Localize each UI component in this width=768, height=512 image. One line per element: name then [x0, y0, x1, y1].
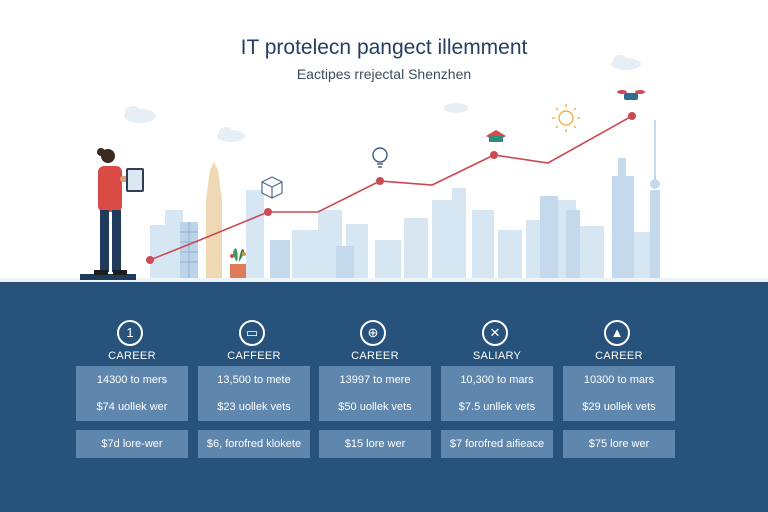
column-label: CAREER	[595, 350, 643, 362]
skyline-front	[180, 120, 660, 280]
column-label: CAREER	[108, 350, 156, 362]
cloud-icon	[611, 55, 641, 70]
cloud-icon	[124, 106, 156, 123]
skyline-chart-illustration	[0, 55, 768, 282]
monitor-icon: ▭	[239, 320, 265, 346]
value-cell: 10,300 to mars	[441, 366, 553, 394]
person-figure	[80, 148, 144, 280]
cube-icon	[261, 176, 283, 199]
drone-icon	[617, 90, 645, 100]
cloud-icon	[217, 127, 245, 142]
value-cell: $50 uollek vets	[319, 393, 431, 421]
lightbulb-icon	[372, 147, 388, 168]
landmark-tower	[206, 162, 222, 280]
page-subtitle: Eactipes rrejectal Shenzhen	[296, 66, 472, 82]
column-label: CAREER	[351, 350, 399, 362]
value-cell: 13,500 to mete	[198, 366, 310, 394]
value-cell: $7.5 unllek vets	[441, 393, 553, 421]
skyline-back	[150, 188, 654, 280]
value-cell: 10300 to mars	[563, 366, 675, 394]
value-cell: 13997 to mere	[319, 366, 431, 394]
cloud-icon	[444, 103, 468, 113]
value-cell: $7 forofred aifieace	[441, 430, 553, 458]
value-cell: $7d lore-wer	[76, 430, 188, 458]
sun-icon	[552, 104, 580, 132]
value-cell: $75 lore wer	[563, 430, 675, 458]
column-label: SALIARY	[472, 350, 522, 362]
trend-point	[146, 112, 636, 264]
glass-tower	[180, 222, 198, 280]
value-cell: $29 uollek vets	[563, 393, 675, 421]
value-cell: $15 lore wer	[319, 430, 431, 458]
comparison-panel: 1 CAREER 14300 to mers $74 uollek wer $7…	[0, 282, 768, 512]
hero-illustration: IT protelecn pangect illemment Eactipes …	[0, 36, 768, 282]
tools-icon: ✕	[482, 320, 508, 346]
graduation-cap-icon	[486, 130, 506, 142]
number-one-icon: 1	[117, 320, 143, 346]
value-cell: 14300 to mers	[76, 366, 188, 394]
column-label: CAFFEER	[227, 350, 281, 362]
value-cell: $6, forofred klokete	[198, 430, 310, 458]
cone-icon: ▲	[604, 320, 630, 346]
page-title: IT protelecn pangect illemment	[240, 36, 528, 59]
globe-icon: ⊕	[360, 320, 386, 346]
plant-icon	[230, 248, 246, 278]
value-cell: $23 uollek vets	[198, 393, 310, 421]
value-cell: $74 uollek wer	[76, 393, 188, 421]
